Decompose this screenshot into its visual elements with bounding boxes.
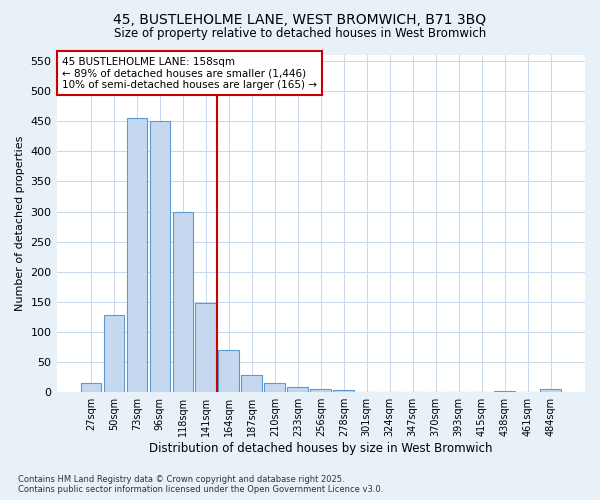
Bar xyxy=(149,121,170,392)
Bar xyxy=(127,118,147,392)
Bar xyxy=(265,383,285,392)
Bar xyxy=(540,389,561,392)
Text: 45 BUSTLEHOLME LANE: 158sqm
← 89% of detached houses are smaller (1,446)
10% of : 45 BUSTLEHOLME LANE: 158sqm ← 89% of det… xyxy=(62,56,317,90)
Bar xyxy=(310,389,331,392)
Bar xyxy=(241,376,262,392)
Bar xyxy=(494,391,515,392)
Bar xyxy=(334,390,354,392)
Y-axis label: Number of detached properties: Number of detached properties xyxy=(15,136,25,312)
Text: Size of property relative to detached houses in West Bromwich: Size of property relative to detached ho… xyxy=(114,28,486,40)
Bar xyxy=(80,383,101,392)
Bar xyxy=(287,388,308,392)
Bar xyxy=(173,212,193,392)
Bar xyxy=(218,350,239,392)
X-axis label: Distribution of detached houses by size in West Bromwich: Distribution of detached houses by size … xyxy=(149,442,493,455)
Bar xyxy=(196,303,216,392)
Text: 45, BUSTLEHOLME LANE, WEST BROMWICH, B71 3BQ: 45, BUSTLEHOLME LANE, WEST BROMWICH, B71… xyxy=(113,12,487,26)
Bar xyxy=(104,315,124,392)
Text: Contains HM Land Registry data © Crown copyright and database right 2025.
Contai: Contains HM Land Registry data © Crown c… xyxy=(18,474,383,494)
